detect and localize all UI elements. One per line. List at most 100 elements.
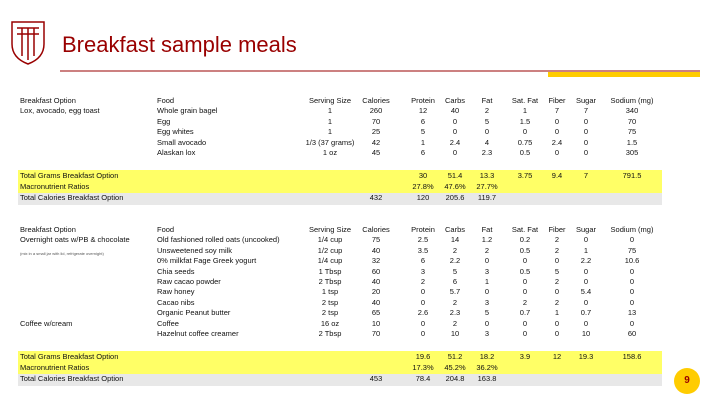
cell: 0	[583, 116, 589, 126]
cell: 2.4	[449, 137, 461, 147]
total-value: 19.6	[415, 352, 431, 362]
cell: 6	[420, 116, 426, 126]
cell: Unsweetened soy milk	[157, 245, 233, 255]
cell: 0	[629, 287, 635, 297]
cell: Old fashioned rolled oats (uncooked)	[157, 235, 280, 245]
column-header: Food	[157, 96, 175, 105]
cell: 0% milkfat Fage Greek yogurt	[157, 256, 257, 266]
column-header: Sugar	[575, 96, 597, 105]
cell: 32	[371, 256, 381, 266]
option-name: Overnight oats w/PB & chocolate	[20, 235, 130, 245]
cell: 0	[629, 297, 635, 307]
column-header: Fat	[481, 96, 493, 105]
cell: 0	[452, 127, 458, 137]
column-header: Sugar	[575, 225, 597, 234]
cell: 5	[484, 116, 490, 126]
cell: 2	[452, 297, 458, 307]
column-header: Serving Size	[308, 225, 352, 234]
cell: 60	[371, 266, 381, 276]
column-header: Calories	[362, 225, 390, 234]
column-header: Sodium (mg)	[610, 225, 654, 234]
cell: 0	[420, 287, 426, 297]
cell: 1.5	[626, 137, 638, 147]
option-name: (mix in a small jar with lid, refrigerat…	[20, 250, 104, 256]
cell: 0	[522, 127, 528, 137]
cell: 0	[583, 266, 589, 276]
cell: 0	[554, 148, 560, 157]
total-label: Total Grams Breakfast Option	[20, 171, 119, 181]
cell: 2 tsp	[321, 297, 339, 307]
cell: Organic Peanut butter	[157, 308, 231, 318]
cell: 6	[452, 277, 458, 286]
cell: 12	[418, 106, 428, 116]
cell: 1	[327, 106, 333, 116]
total-value: 205.6	[445, 193, 465, 203]
cell: 42	[371, 137, 381, 147]
cell: 2	[484, 245, 490, 255]
total-value: 47.6%	[444, 182, 466, 192]
cell: 0	[554, 329, 560, 338]
cell: 5	[554, 266, 560, 276]
option-name: Lox, avocado, egg toast	[20, 106, 100, 116]
cell: 0.7	[580, 308, 592, 318]
cell: 1/2 cup	[317, 245, 343, 255]
cell: 40	[371, 297, 381, 307]
total-label: Total Calories Breakfast Option	[20, 193, 124, 203]
total-value: 158.6	[622, 352, 642, 362]
cell: 0	[629, 266, 635, 276]
cell: 1	[327, 127, 333, 137]
cell: 7	[554, 106, 560, 116]
cell: 2.2	[449, 256, 461, 266]
cell: Cacao nibs	[157, 297, 195, 307]
totals-band	[18, 374, 662, 386]
total-value: 120	[416, 193, 430, 203]
total-value: 119.7	[477, 193, 497, 203]
cell: 0	[420, 318, 426, 328]
cell: Chia seeds	[157, 266, 195, 276]
cell: 3	[484, 297, 490, 307]
cell: 2	[420, 277, 426, 286]
cell: 70	[627, 116, 637, 126]
cell: 2	[452, 245, 458, 255]
cell: 40	[371, 245, 381, 255]
cell: Raw honey	[157, 287, 195, 297]
cell: Hazelnut coffee creamer	[157, 329, 239, 338]
cell: 0	[629, 318, 635, 328]
total-value: 45.2%	[444, 363, 466, 373]
cell: 70	[371, 116, 381, 126]
cell: 13	[627, 308, 637, 318]
cell: 0.75	[517, 137, 533, 147]
cell: 0	[554, 287, 560, 297]
cell: 3	[484, 329, 490, 338]
cell: 0	[554, 127, 560, 137]
cell: Coffee	[157, 318, 179, 328]
cell: 0.5	[519, 148, 531, 157]
column-header: Breakfast Option	[20, 96, 76, 105]
cell: 5	[452, 266, 458, 276]
cell: 1	[327, 116, 333, 126]
cell: 1	[420, 137, 426, 147]
total-value: 791.5	[622, 171, 642, 181]
cell: 40	[450, 106, 460, 116]
cell: 0	[554, 256, 560, 266]
cell: 60	[627, 329, 637, 338]
total-value: 51.4	[447, 171, 463, 181]
cell: 2	[522, 297, 528, 307]
cell: 2	[554, 277, 560, 286]
cell: 2 tsp	[321, 308, 339, 318]
cell: 2.6	[417, 308, 429, 318]
total-value: 27.7%	[476, 182, 498, 192]
cell: 2.4	[551, 137, 563, 147]
total-value: 453	[369, 374, 383, 384]
cell: 0	[522, 277, 528, 286]
total-value: 13.3	[479, 171, 495, 181]
cell: Alaskan lox	[157, 148, 196, 157]
cell: 0	[583, 277, 589, 286]
cell: 1	[484, 277, 490, 286]
cell: 1/3 (37 grams)	[305, 137, 355, 147]
cell: 0	[583, 148, 589, 157]
total-value: 204.8	[445, 374, 465, 384]
cell: 3	[484, 266, 490, 276]
cell: 1.5	[519, 116, 531, 126]
